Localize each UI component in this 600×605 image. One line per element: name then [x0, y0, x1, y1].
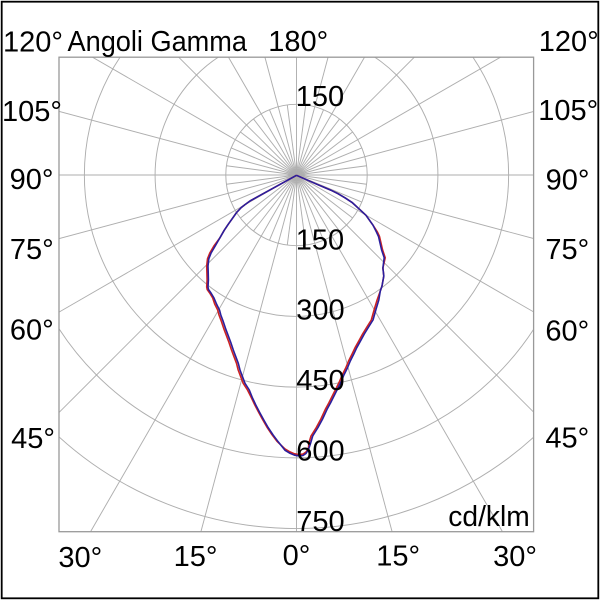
svg-text:45°: 45° [545, 423, 589, 455]
svg-text:60°: 60° [10, 315, 54, 347]
svg-text:cd/klm: cd/klm [448, 501, 530, 533]
svg-text:150: 150 [296, 81, 344, 113]
svg-text:750: 750 [296, 506, 344, 538]
svg-text:45°: 45° [11, 423, 55, 455]
svg-text:450: 450 [296, 365, 344, 397]
svg-text:105°: 105° [538, 95, 598, 127]
svg-text:15°: 15° [174, 541, 218, 573]
svg-text:30°: 30° [58, 542, 102, 574]
svg-text:60°: 60° [545, 316, 589, 348]
svg-text:300: 300 [296, 295, 344, 327]
svg-text:30°: 30° [493, 541, 537, 573]
svg-text:600: 600 [296, 436, 344, 468]
svg-text:Angoli Gamma: Angoli Gamma [68, 26, 248, 58]
svg-text:150: 150 [296, 225, 344, 257]
svg-text:120°: 120° [3, 26, 63, 58]
svg-text:75°: 75° [545, 234, 589, 266]
svg-text:15°: 15° [376, 541, 420, 573]
svg-text:90°: 90° [10, 164, 54, 196]
svg-text:120°: 120° [539, 26, 599, 58]
svg-text:75°: 75° [10, 234, 54, 266]
svg-text:90°: 90° [546, 165, 590, 197]
svg-text:180°: 180° [268, 26, 328, 58]
svg-text:0°: 0° [283, 540, 311, 572]
svg-text:105°: 105° [2, 96, 62, 128]
